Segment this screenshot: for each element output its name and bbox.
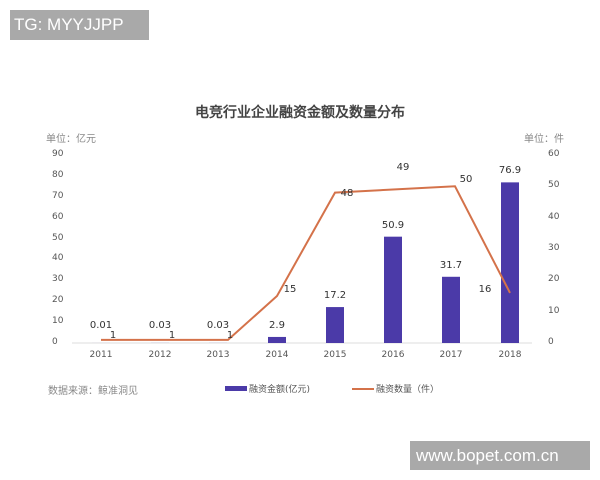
bar bbox=[501, 182, 519, 343]
left-axis-tick: 20 bbox=[52, 295, 64, 306]
bar bbox=[384, 236, 402, 343]
left-axis-tick: 90 bbox=[52, 149, 64, 159]
bar bbox=[268, 336, 286, 343]
watermark-bottom-right: www.bopet.com.cn bbox=[410, 441, 590, 470]
chart-title: 电竞行业企业融资金额及数量分布 bbox=[195, 105, 405, 121]
right-axis-tick: 0 bbox=[548, 337, 554, 347]
left-axis-tick: 60 bbox=[52, 211, 64, 222]
legend-item-bar: 融资金额(亿元) bbox=[225, 382, 310, 395]
line-data-label: 48 bbox=[340, 188, 354, 199]
bar-data-label: 50.9 bbox=[381, 219, 405, 231]
left-axis-unit: 单位：亿元 bbox=[46, 134, 96, 145]
legend-bar-swatch-icon bbox=[225, 386, 247, 391]
right-axis-tick: 40 bbox=[548, 211, 560, 222]
left-axis-tick: 50 bbox=[52, 232, 64, 243]
x-axis-tick: 2017 bbox=[439, 350, 463, 360]
x-axis-tick: 2018 bbox=[498, 350, 522, 360]
bar-series bbox=[92, 182, 519, 343]
line-data-label: 1 bbox=[168, 330, 176, 341]
x-axis-tick: 2015 bbox=[323, 350, 347, 360]
bar-data-label: 0.03 bbox=[206, 320, 230, 331]
left-axis-tick: 40 bbox=[52, 253, 64, 264]
x-axis-tick: 2012 bbox=[148, 350, 172, 360]
right-axis-tick: 50 bbox=[548, 180, 560, 191]
left-axis-tick: 80 bbox=[52, 169, 64, 180]
bar-data-label: 76.9 bbox=[498, 165, 522, 177]
right-axis-tick: 20 bbox=[548, 274, 560, 285]
legend-line-label: 融资数量（件） bbox=[376, 385, 440, 395]
legend-item-line: 融资数量（件） bbox=[352, 382, 439, 395]
right-axis-tick: 30 bbox=[548, 243, 560, 253]
line-data-label: 49 bbox=[396, 162, 410, 173]
bar-data-label: 2.9 bbox=[269, 319, 285, 331]
left-axis-tick: 0 bbox=[52, 337, 58, 347]
bar-data-label: 0.03 bbox=[148, 320, 172, 331]
right-axis-unit: 单位：件 bbox=[524, 134, 564, 145]
line-data-label: 15 bbox=[283, 284, 297, 295]
line-data-label: 1 bbox=[109, 330, 117, 341]
left-axis-tick: 30 bbox=[52, 274, 64, 285]
data-source: 数据来源：鲸准洞见 bbox=[48, 386, 138, 397]
x-axis-tick: 2011 bbox=[89, 350, 113, 360]
bar-data-label: 31.7 bbox=[439, 259, 463, 271]
bar bbox=[326, 307, 344, 343]
line-data-label: 16 bbox=[478, 284, 492, 295]
x-axis-tick: 2016 bbox=[381, 350, 405, 360]
left-axis-tick: 70 bbox=[52, 190, 64, 201]
line-series bbox=[101, 185, 511, 341]
right-axis-tick: 10 bbox=[548, 305, 560, 316]
x-axis-tick: 2014 bbox=[265, 350, 289, 360]
legend-bar-label: 融资金额(亿元) bbox=[249, 385, 311, 395]
x-axis-tick: 2013 bbox=[206, 350, 230, 360]
line-data-label: 50 bbox=[459, 174, 473, 185]
watermark-top-left: TG: MYYJJPP bbox=[10, 10, 149, 40]
right-axis-tick: 60 bbox=[548, 149, 560, 159]
left-axis-tick: 10 bbox=[52, 316, 64, 327]
bar-data-label: 0.01 bbox=[89, 320, 113, 331]
bar bbox=[442, 276, 460, 343]
bar-data-label: 17.2 bbox=[323, 290, 347, 302]
legend-line-swatch-icon bbox=[352, 387, 374, 390]
line-data-label: 1 bbox=[226, 330, 234, 341]
